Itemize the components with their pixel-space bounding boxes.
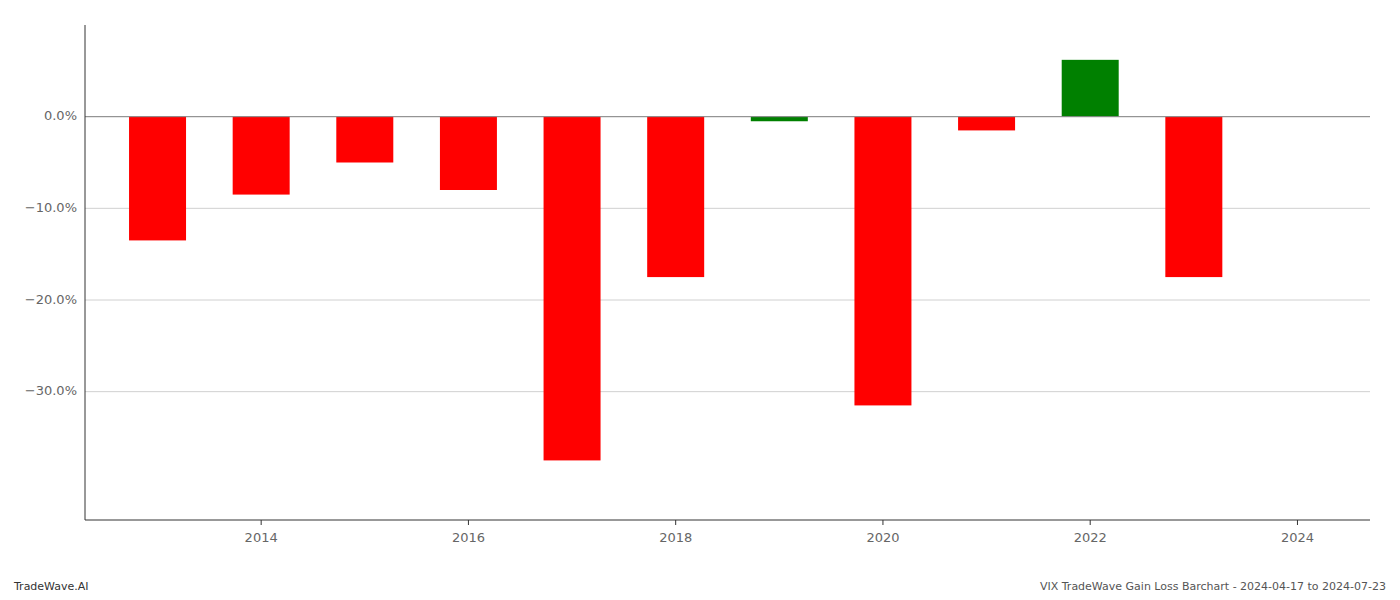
- y-tick-label: −30.0%: [25, 383, 77, 398]
- baseline: [85, 116, 1370, 117]
- x-tick-label: 2024: [1281, 530, 1314, 545]
- x-tick: [261, 520, 262, 525]
- x-axis-line: [85, 520, 1370, 521]
- chart-svg: 0.0%−10.0%−20.0%−30.0%201420162018202020…: [0, 0, 1400, 600]
- bar: [751, 117, 808, 122]
- grid: [85, 117, 1370, 392]
- x-tick: [468, 520, 469, 525]
- grid-line: [85, 391, 1370, 392]
- x-tick: [882, 520, 883, 525]
- y-tick-label: −20.0%: [25, 292, 77, 307]
- x-tick-label: 2020: [866, 530, 899, 545]
- footer-right: VIX TradeWave Gain Loss Barchart - 2024-…: [1040, 580, 1386, 593]
- grid-line: [85, 300, 1370, 301]
- y-tick-label: 0.0%: [44, 108, 77, 123]
- bar: [958, 117, 1015, 131]
- bar: [336, 117, 393, 163]
- bar: [544, 117, 601, 461]
- x-tick: [675, 520, 676, 525]
- x-tick-label: 2018: [659, 530, 692, 545]
- bar: [854, 117, 911, 406]
- bar: [647, 117, 704, 277]
- x-tick-label: 2022: [1074, 530, 1107, 545]
- bar: [1165, 117, 1222, 277]
- background: [0, 0, 1400, 600]
- x-tick: [1297, 520, 1298, 525]
- bars: [85, 60, 1370, 461]
- x-tick-label: 2014: [245, 530, 278, 545]
- grid-line: [85, 116, 1370, 117]
- footer-left: TradeWave.AI: [13, 580, 89, 593]
- bar: [129, 117, 186, 241]
- x-ticks: 2014 2016 2018 2020 2022 2024: [245, 520, 1314, 545]
- y-tick-label: −10.0%: [25, 200, 77, 215]
- y-tick-labels: 0.0% −10.0% −20.0% −30.0%: [25, 108, 77, 398]
- bar: [440, 117, 497, 190]
- x-tick-label: 2016: [452, 530, 485, 545]
- bar: [1062, 60, 1119, 117]
- x-tick: [1090, 520, 1091, 525]
- bar: [233, 117, 290, 195]
- chart-container: 0.0%−10.0%−20.0%−30.0%201420162018202020…: [0, 0, 1400, 600]
- y-axis-line: [85, 25, 86, 520]
